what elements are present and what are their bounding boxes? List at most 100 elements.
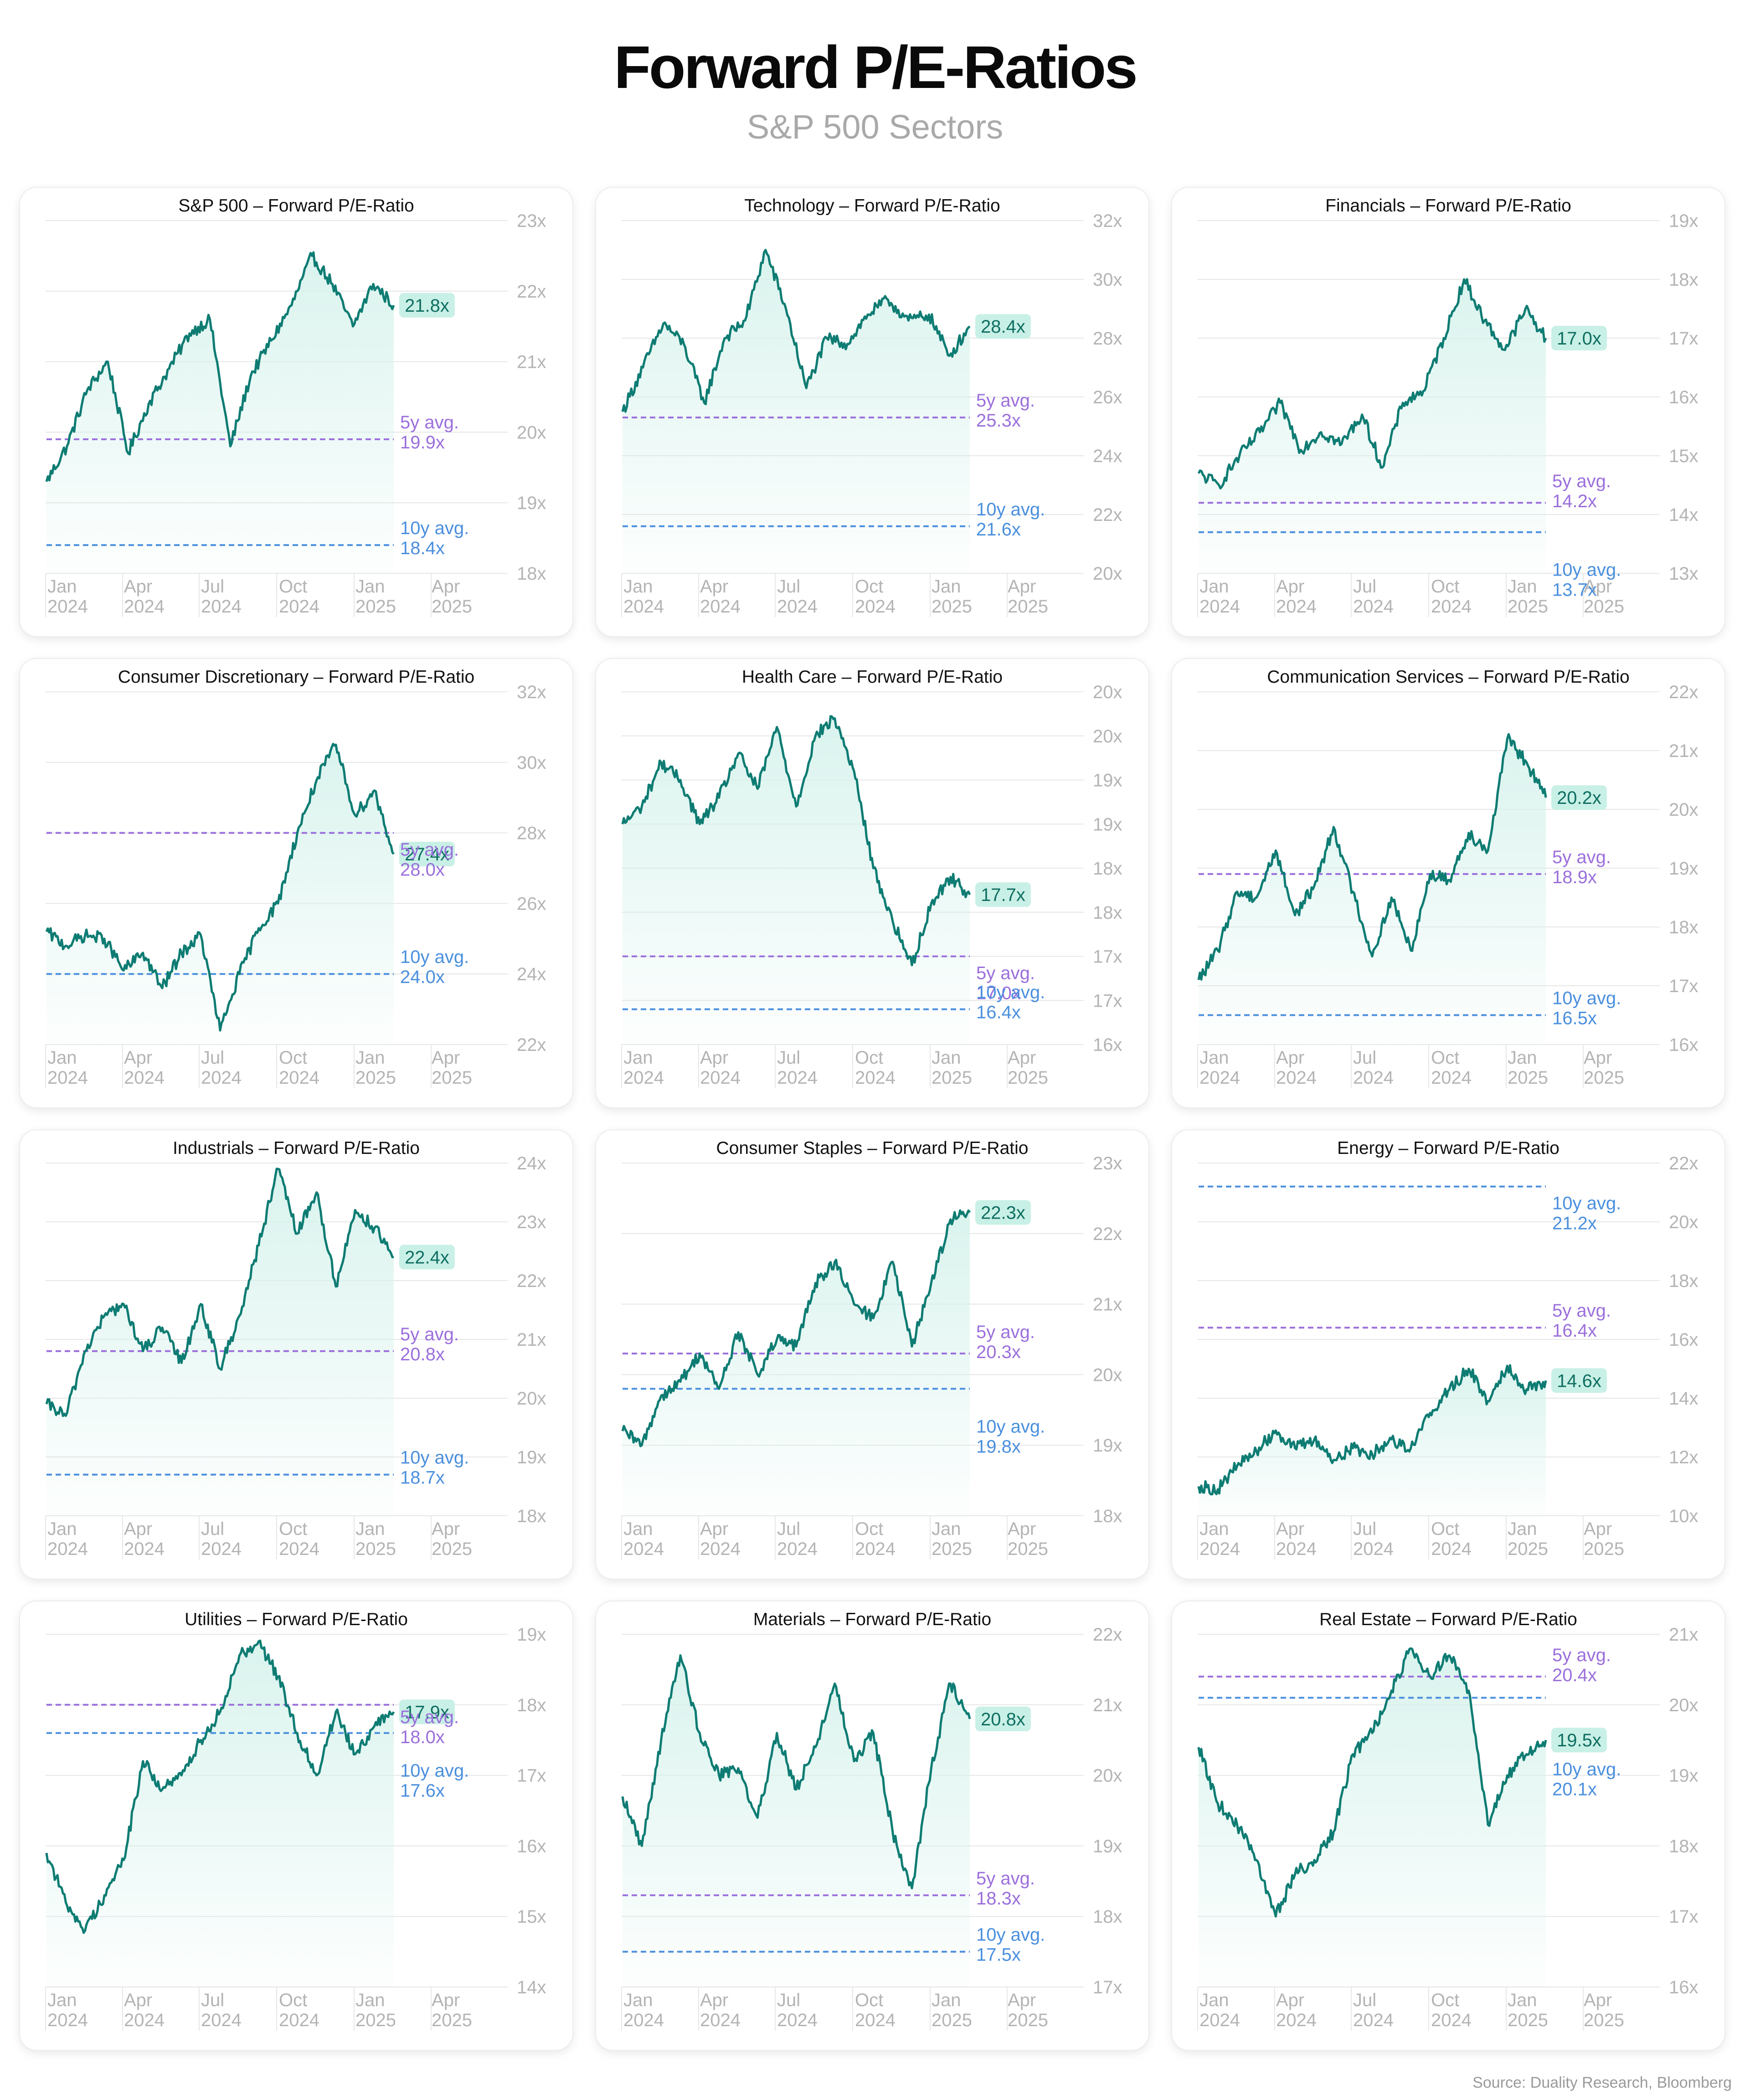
- x-tick-label: Oct: [855, 1519, 883, 1539]
- y-tick-label: 20x: [517, 422, 546, 443]
- x-tick-label: 2025: [1584, 1068, 1624, 1088]
- value-label: 17.0x: [1557, 329, 1601, 349]
- avg-5y-value: 14.2x: [1552, 491, 1597, 511]
- series-line: [1197, 1364, 1547, 1496]
- avg-10y-label: 10y avg.: [1552, 988, 1621, 1009]
- y-tick-label: 26x: [517, 894, 546, 914]
- x-tick-label: Apr: [1008, 1048, 1036, 1068]
- series-area: [1199, 1648, 1546, 1987]
- avg-10y-label: 10y avg.: [400, 1761, 469, 1781]
- avg-10y-label: 10y avg.: [976, 1416, 1045, 1436]
- y-tick-label: 32x: [517, 682, 546, 702]
- y-tick-label: 15x: [517, 1907, 546, 1927]
- x-tick-label: 2024: [1431, 2010, 1472, 2030]
- y-tick-label: 16x: [1669, 1330, 1699, 1350]
- chart-title: Industrials – Forward P/E-Ratio: [173, 1138, 420, 1158]
- x-tick-label: 2024: [47, 1539, 88, 1559]
- chart-svg: Consumer Discretionary – Forward P/E-Rat…: [45, 667, 546, 1088]
- y-tick-label: 18x: [1093, 903, 1122, 923]
- y-tick-label: 24x: [1093, 446, 1122, 466]
- x-tick-label: 2024: [47, 2010, 88, 2030]
- x-tick-label: 2025: [1508, 597, 1548, 617]
- y-tick-label: 19x: [1093, 1836, 1122, 1856]
- x-tick-label: Apr: [1276, 1519, 1304, 1539]
- value-badge: [1551, 785, 1607, 810]
- x-tick-label: 2025: [1584, 597, 1624, 617]
- x-tick-label: 2024: [777, 1068, 818, 1088]
- avg-10y-value: 17.6x: [400, 1781, 445, 1801]
- y-tick-label: 19x: [517, 1625, 546, 1645]
- x-tick-label: Jan: [1508, 1519, 1537, 1539]
- x-tick-label: 2024: [1353, 1068, 1394, 1088]
- y-tick-label: 21x: [1093, 1295, 1122, 1315]
- series-line: [621, 1209, 971, 1447]
- x-tick-label: Apr: [432, 576, 460, 597]
- x-tick-label: 2024: [1199, 2010, 1240, 2030]
- x-tick-label: Apr: [1276, 576, 1304, 597]
- value-badge: [975, 1706, 1031, 1731]
- y-tick-label: 19x: [1669, 859, 1699, 879]
- x-tick-label: 2024: [279, 1539, 319, 1559]
- y-tick-label: 18x: [1669, 270, 1699, 290]
- y-tick-label: 17x: [517, 1766, 546, 1786]
- value-badge: [975, 314, 1031, 339]
- avg-5y-value: 25.3x: [976, 411, 1021, 431]
- x-tick-label: Oct: [1431, 1519, 1459, 1539]
- y-tick-label: 32x: [1093, 211, 1122, 231]
- y-tick-label: 22x: [517, 282, 546, 302]
- y-tick-label: 20x: [1093, 726, 1122, 746]
- x-tick-label: Jul: [777, 1519, 800, 1539]
- x-tick-label: 2024: [1276, 597, 1317, 617]
- x-tick-label: Oct: [855, 576, 883, 597]
- series-line: [621, 715, 971, 967]
- chart-card: Health Care – Forward P/E-Ratio 20x 20x 19x…: [596, 659, 1148, 1107]
- x-tick-label: Jul: [201, 1990, 224, 2010]
- y-tick-label: 16x: [1669, 387, 1699, 407]
- y-tick-label: 17x: [1093, 947, 1122, 967]
- avg-5y-value: 28.0x: [400, 860, 445, 880]
- x-tick-label: 2025: [355, 1068, 396, 1088]
- x-tick-label: 2024: [855, 597, 896, 617]
- y-tick-label: 28x: [517, 824, 546, 844]
- x-tick-label: 2024: [201, 2010, 242, 2030]
- value-label: 28.4x: [981, 317, 1025, 337]
- x-tick-label: 2025: [932, 1068, 972, 1088]
- x-tick-label: 2024: [1199, 1539, 1240, 1559]
- page-title: Forward P/E-Ratios: [614, 34, 1138, 101]
- x-tick-label: 2025: [1008, 2010, 1048, 2030]
- x-tick-label: 2024: [623, 1539, 664, 1559]
- x-tick-label: 2025: [355, 597, 396, 617]
- chart-title: Real Estate – Forward P/E-Ratio: [1319, 1610, 1577, 1629]
- value-label: 17.7x: [981, 885, 1025, 905]
- x-tick-label: 2024: [623, 597, 664, 617]
- x-tick-label: 2024: [1276, 1068, 1317, 1088]
- series-line: [1197, 733, 1547, 981]
- series-area: [1199, 279, 1546, 573]
- x-tick-label: 2024: [1353, 1539, 1394, 1559]
- y-tick-label: 18x: [1093, 1907, 1122, 1927]
- x-tick-label: 2024: [1276, 2010, 1317, 2030]
- avg-5y-label: 5y avg.: [1552, 847, 1611, 867]
- value-badge: [1551, 326, 1607, 350]
- y-tick-label: 14x: [517, 1977, 546, 1997]
- chart-svg: S&P 500 – Forward P/E-Ratio 23x 22x 21x 20x 1…: [45, 196, 546, 617]
- x-tick-label: Jul: [1353, 1519, 1376, 1539]
- y-tick-label: 22x: [1669, 1153, 1699, 1174]
- value-badge: [975, 882, 1031, 907]
- x-tick-label: 2025: [932, 1539, 972, 1559]
- x-tick-label: Jan: [932, 1519, 961, 1539]
- y-tick-label: 17x: [1669, 976, 1699, 996]
- y-tick-label: 16x: [1669, 1977, 1699, 1997]
- y-tick-label: 20x: [1093, 682, 1122, 702]
- x-tick-label: Oct: [279, 1048, 307, 1068]
- avg-10y-label: 10y avg.: [976, 983, 1045, 1003]
- x-tick-label: Jul: [777, 1048, 800, 1068]
- y-tick-label: 20x: [1669, 1212, 1699, 1232]
- value-label: 22.4x: [405, 1247, 449, 1267]
- value-label: 20.8x: [981, 1709, 1025, 1729]
- avg-5y-value: 20.8x: [400, 1344, 445, 1364]
- chart-title: Financials – Forward P/E-Ratio: [1325, 196, 1571, 216]
- value-label: 21.8x: [405, 296, 449, 316]
- x-tick-label: 2024: [623, 2010, 664, 2030]
- value-label: 14.6x: [1557, 1371, 1601, 1391]
